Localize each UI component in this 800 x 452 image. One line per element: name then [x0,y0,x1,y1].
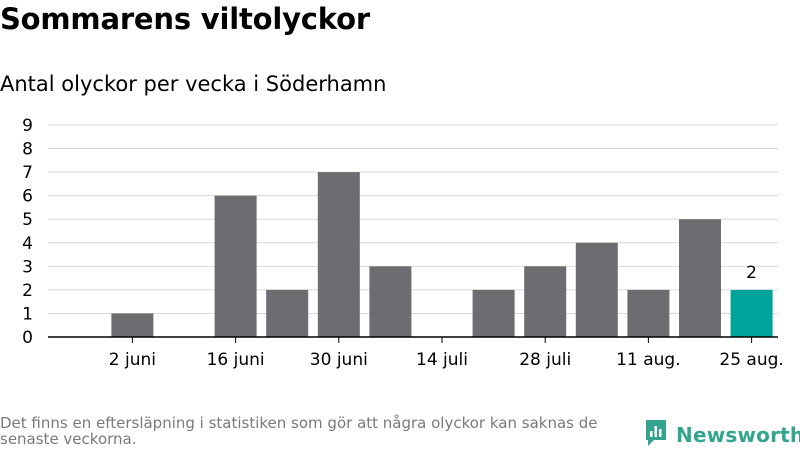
y-tick-label: 7 [22,163,33,183]
footnote: Det finns en eftersläpning i statistiken… [0,414,598,448]
bar [472,289,515,337]
bar [679,219,721,337]
x-tick-label: 28 juli [519,350,571,370]
bar [524,266,567,337]
y-tick-label: 0 [22,328,33,348]
newsworthy-logo-icon [644,418,668,452]
y-tick-label: 3 [22,257,33,277]
bar [214,195,257,337]
brand-logo[interactable]: Newsworthy [644,420,800,450]
bar [111,313,154,337]
y-tick-label: 5 [22,210,33,230]
x-tick-label: 11 aug. [616,350,680,370]
bar [317,172,360,337]
y-tick-label: 1 [22,304,33,324]
y-tick-label: 8 [22,140,33,160]
chart-subtitle: Antal olyckor per vecka i Söderhamn [0,72,387,96]
chart-title: Sommarens viltolyckor [0,2,370,36]
x-tick-label: 14 juli [416,350,468,370]
bar-highlight [730,289,773,337]
bar-chart: 0 1 2 3 4 5 6 7 8 9 2 2 juni 16 juni 30 juni 14 juli 28… [22,116,784,370]
y-tick-label: 9 [22,116,33,136]
bar [369,266,412,337]
y-tick-label: 4 [22,234,33,254]
x-tick-label: 16 juni [207,350,265,370]
x-tick-label: 25 aug. [719,350,783,370]
bar [627,289,670,337]
x-tick-label: 2 juni [109,350,156,370]
x-tick-label: 30 juni [310,350,368,370]
bar [575,242,618,337]
bar [266,289,309,337]
y-tick-label: 2 [22,281,33,301]
y-tick-label: 6 [22,187,33,207]
data-label: 2 [746,263,757,283]
brand-name: Newsworthy [676,423,800,447]
